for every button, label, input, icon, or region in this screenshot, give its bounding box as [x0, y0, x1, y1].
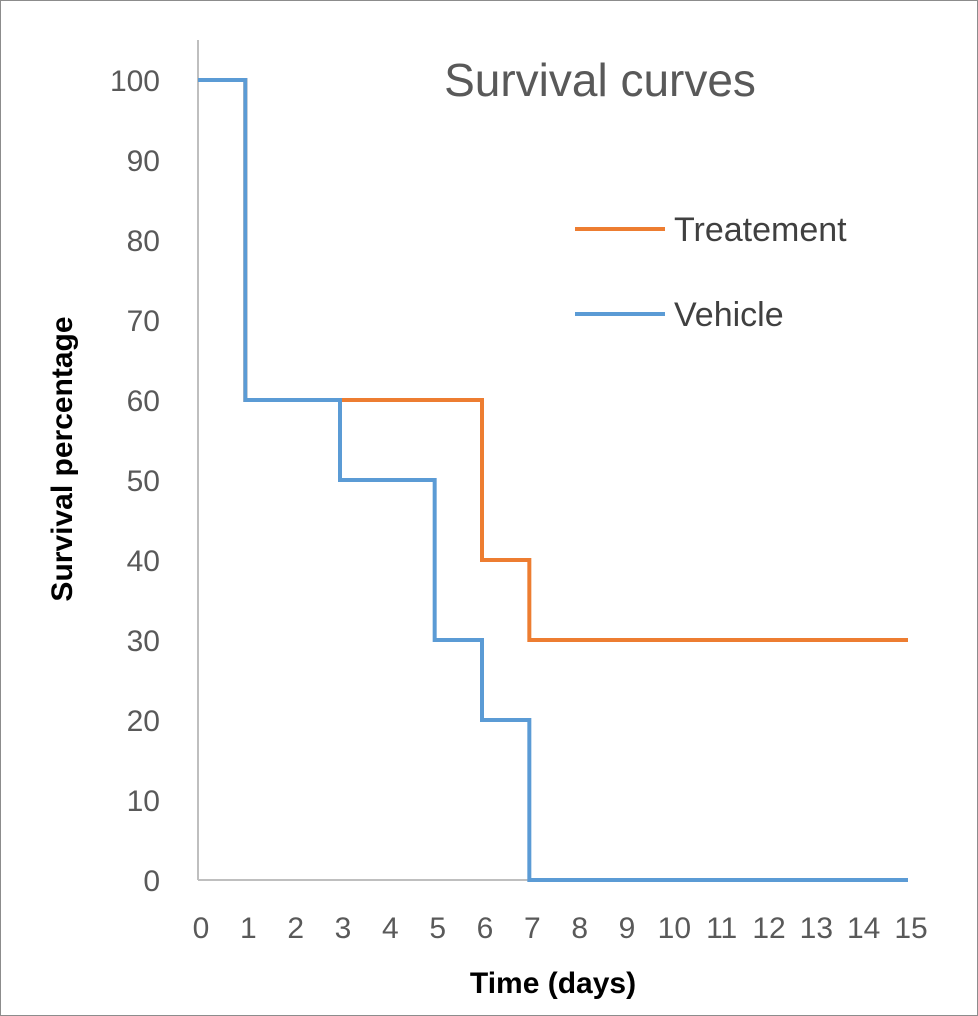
- x-tick-label: 7: [524, 912, 541, 945]
- y-tick-label: 80: [127, 225, 160, 258]
- chart-title: Survival curves: [444, 54, 756, 106]
- y-tick-label: 70: [127, 305, 160, 338]
- y-tick-label: 30: [127, 625, 160, 658]
- x-tick-label: 14: [847, 912, 880, 945]
- x-tick-label: 0: [193, 912, 210, 945]
- y-tick-label: 100: [110, 65, 160, 98]
- x-axis-title: Time (days): [470, 967, 636, 1000]
- x-tick-label: 4: [382, 912, 399, 945]
- x-tick-label: 8: [571, 912, 588, 945]
- series-line-vehicle: [198, 78, 908, 882]
- x-tick-label: 11: [706, 912, 737, 945]
- y-tick-label: 50: [127, 465, 160, 498]
- x-tick-label: 1: [240, 912, 257, 945]
- x-tick-label: 13: [800, 912, 833, 945]
- x-tick-label: 10: [658, 912, 691, 945]
- x-tick-label: 15: [894, 912, 927, 945]
- y-tick-label: 60: [127, 385, 160, 418]
- y-tick-label: 0: [143, 865, 160, 898]
- x-tick-label: 2: [287, 912, 304, 945]
- x-tick-label: 6: [477, 912, 494, 945]
- y-axis-title: Survival percentage: [46, 316, 79, 601]
- y-tick-label: 40: [127, 545, 160, 578]
- y-tick-label: 20: [127, 705, 160, 738]
- x-tick-label: 3: [335, 912, 352, 945]
- legend-label: Treatement: [674, 211, 847, 249]
- series-line-treatement: [198, 78, 908, 642]
- legend-label: Vehicle: [674, 296, 784, 334]
- x-tick-label: 12: [752, 912, 785, 945]
- y-tick-label: 10: [127, 785, 160, 818]
- x-tick-label: 9: [619, 912, 636, 945]
- x-tick-label: 5: [429, 912, 446, 945]
- y-tick-label: 90: [127, 145, 160, 178]
